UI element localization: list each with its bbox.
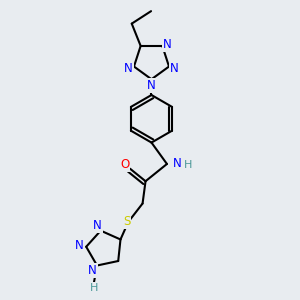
Text: N: N: [124, 61, 133, 74]
Text: N: N: [88, 264, 97, 278]
Text: N: N: [75, 239, 84, 252]
Text: N: N: [93, 219, 102, 232]
Text: H: H: [184, 160, 192, 170]
Text: H: H: [90, 283, 98, 293]
Text: N: N: [163, 38, 172, 51]
Text: N: N: [147, 79, 156, 92]
Text: N: N: [170, 61, 179, 74]
Text: N: N: [173, 158, 182, 170]
Text: O: O: [120, 158, 129, 171]
Text: S: S: [123, 215, 130, 228]
